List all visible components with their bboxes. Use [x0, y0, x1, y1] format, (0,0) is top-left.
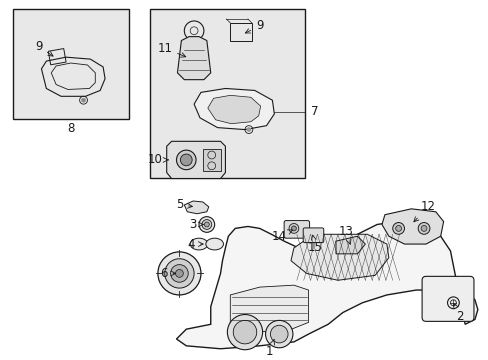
Text: 9: 9: [35, 40, 53, 56]
Circle shape: [170, 265, 188, 282]
Circle shape: [199, 217, 214, 232]
Text: 9: 9: [245, 19, 263, 33]
Ellipse shape: [190, 238, 207, 250]
Text: 3: 3: [189, 218, 203, 231]
Bar: [13, 9, 128, 119]
Bar: [203, 149, 220, 171]
Circle shape: [233, 320, 256, 344]
Circle shape: [204, 222, 209, 227]
Text: 2: 2: [453, 303, 463, 323]
Bar: [230, 23, 251, 41]
Circle shape: [420, 225, 426, 231]
Text: 11: 11: [157, 42, 185, 57]
Circle shape: [270, 325, 287, 343]
Text: 10: 10: [147, 153, 168, 166]
Polygon shape: [184, 201, 208, 214]
FancyBboxPatch shape: [284, 221, 309, 238]
Polygon shape: [381, 209, 443, 244]
Circle shape: [180, 154, 192, 166]
Circle shape: [291, 226, 296, 231]
Circle shape: [202, 220, 211, 229]
Circle shape: [265, 320, 292, 348]
Circle shape: [176, 150, 196, 170]
Text: 8: 8: [67, 122, 74, 135]
Text: 14: 14: [271, 230, 292, 243]
Circle shape: [288, 224, 298, 233]
Circle shape: [392, 222, 404, 234]
Text: 12: 12: [413, 201, 435, 222]
Polygon shape: [230, 285, 308, 332]
Polygon shape: [290, 234, 388, 280]
Polygon shape: [177, 37, 210, 80]
Text: 5: 5: [175, 198, 192, 211]
Text: 15: 15: [307, 235, 322, 255]
FancyBboxPatch shape: [421, 276, 473, 321]
Text: 6: 6: [160, 267, 175, 280]
Bar: [150, 9, 304, 177]
Circle shape: [81, 98, 85, 102]
Polygon shape: [194, 89, 274, 130]
Circle shape: [417, 222, 429, 234]
Circle shape: [158, 252, 201, 295]
Circle shape: [164, 259, 194, 288]
Circle shape: [395, 225, 401, 231]
Circle shape: [175, 270, 183, 277]
Polygon shape: [207, 95, 260, 124]
Polygon shape: [335, 236, 365, 254]
Circle shape: [246, 127, 250, 131]
Text: 7: 7: [310, 105, 318, 118]
Text: 13: 13: [338, 225, 352, 244]
Ellipse shape: [205, 238, 223, 250]
Text: 1: 1: [265, 339, 274, 358]
Polygon shape: [176, 221, 477, 349]
Text: 4: 4: [187, 238, 203, 251]
Bar: [48, 49, 66, 65]
Circle shape: [227, 315, 262, 350]
Polygon shape: [166, 141, 225, 179]
FancyBboxPatch shape: [303, 228, 323, 243]
